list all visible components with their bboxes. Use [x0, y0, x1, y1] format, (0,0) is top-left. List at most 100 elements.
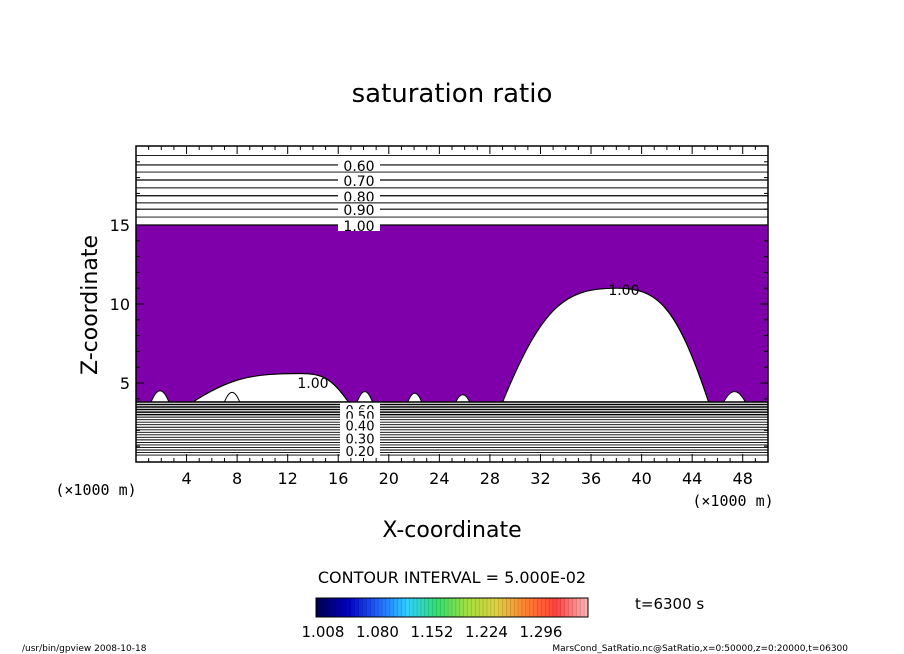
colorbar: 1.008 1.080 1.152 1.224 1.296 — [302, 597, 589, 641]
x-tick-label: 40 — [631, 469, 651, 488]
colorbar-cell — [389, 598, 395, 617]
colorbar-cell — [358, 598, 363, 617]
y-axis-label: Z-coordinate — [78, 235, 103, 375]
x-tick-label: 28 — [480, 469, 500, 488]
colorbar-tick-label: 1.008 — [302, 623, 345, 641]
colorbar-frame — [315, 597, 589, 618]
colorbar-cell — [463, 598, 468, 617]
colorbar-cell — [541, 598, 546, 617]
contour-interval-label: CONTOUR INTERVAL = 5.000E-02 — [318, 568, 586, 587]
x-tick-label: 24 — [429, 469, 449, 488]
colorbar-cell — [350, 598, 356, 617]
colorbar-cell — [529, 598, 534, 617]
contour-label: 0.40 — [346, 420, 375, 435]
colorbar-cell — [537, 598, 542, 617]
colorbar-cell — [378, 598, 383, 617]
colorbar-cell — [370, 598, 375, 617]
x-tick-label: 32 — [530, 469, 550, 488]
colorbar-cell — [327, 598, 332, 617]
colorbar-tick-label: 1.296 — [520, 623, 563, 641]
contour-label-bg — [338, 217, 380, 231]
colorbar-cell — [580, 598, 585, 617]
colorbar-cell — [417, 598, 422, 617]
x-tick-label: 48 — [733, 469, 753, 488]
colorbar-cell — [502, 598, 507, 617]
contour-label-bg — [338, 187, 380, 202]
colorbar-cell — [533, 598, 538, 617]
contour-label-bg — [338, 201, 380, 216]
x-tick-label: 8 — [232, 469, 242, 488]
colorbar-cell — [545, 598, 550, 617]
colorbar-tick-label: 1.224 — [465, 623, 508, 641]
colorbar-cell — [405, 598, 410, 617]
footer-right: MarsCond_SatRatio.nc@SatRatio,x=0:50000,… — [552, 644, 848, 654]
colorbar-cell — [393, 598, 398, 617]
colorbar-cell — [319, 598, 325, 617]
x-axis-unit: (×1000 m) — [692, 492, 773, 510]
colorbar-cell — [413, 598, 418, 617]
colorbar-cell — [420, 598, 426, 617]
colorbar-cell — [564, 598, 569, 617]
colorbar-cell — [521, 598, 527, 617]
colorbar-cell — [323, 598, 328, 617]
colorbar-cell — [366, 598, 371, 617]
colorbar-cell — [331, 598, 336, 617]
colorbar-cell — [471, 598, 476, 617]
colorbar-cell — [479, 598, 484, 617]
colorbar-cell — [525, 598, 531, 617]
contour-label: 1.00 — [343, 219, 374, 235]
colorbar-cell — [494, 598, 499, 617]
colorbar-cell — [514, 598, 519, 617]
colorbar-cell — [459, 598, 464, 617]
contour-label: 0.60 — [343, 159, 374, 175]
colorbar-cell — [374, 598, 379, 617]
colorbar-cell — [362, 598, 367, 617]
colorbar-cell — [436, 598, 441, 617]
colorbar-cell — [549, 598, 554, 617]
colorbar-cell — [444, 598, 449, 617]
contour-label: 0.70 — [343, 174, 374, 190]
footer-left: /usr/bin/gpview 2008-10-18 — [22, 644, 147, 654]
colorbar-cell — [432, 598, 437, 617]
colorbar-cell — [339, 598, 344, 617]
contour-label-bg — [340, 409, 380, 422]
contour-label: 0.90 — [343, 203, 374, 219]
x-tick-label: 36 — [581, 469, 601, 488]
colorbar-cell — [572, 598, 577, 617]
colorbar-cell — [440, 598, 445, 617]
colorbar-cell — [553, 598, 558, 617]
x-tick-label: 4 — [181, 469, 191, 488]
colorbar-cell — [409, 598, 414, 617]
x-tick-label: 12 — [278, 469, 298, 488]
colorbar-cell — [385, 598, 391, 617]
x-axis-label: X-coordinate — [382, 518, 521, 543]
contour-label: 0.20 — [346, 445, 375, 460]
time-label: t=6300 s — [635, 595, 704, 613]
colorbar-cell — [568, 598, 573, 617]
colorbar-cell — [382, 598, 387, 617]
colorbar-cell — [576, 598, 581, 617]
colorbar-cell — [556, 598, 562, 617]
colorbar-tick-label: 1.080 — [356, 623, 399, 641]
region-contour-label: 1.00 — [297, 376, 328, 392]
white-region — [501, 287, 710, 403]
colorbar-cell — [518, 598, 523, 617]
colorbar-cell — [455, 598, 461, 617]
chart-title: saturation ratio — [352, 79, 553, 109]
colorbar-cell — [584, 598, 589, 617]
contour-label-bg — [340, 431, 380, 444]
colorbar-cell — [510, 598, 515, 617]
colorbar-cell — [490, 598, 496, 617]
x-tick-label: 20 — [379, 469, 399, 488]
colorbar-cell — [498, 598, 503, 617]
colorbar-cell — [467, 598, 472, 617]
colorbar-cell — [354, 598, 360, 617]
colorbar-cell — [343, 598, 348, 617]
colorbar-cell — [560, 598, 565, 617]
colorbar-cell — [335, 598, 340, 617]
y-tick-label: 15 — [110, 216, 130, 235]
colorbar-cell — [483, 598, 488, 617]
colorbar-tick-label: 1.152 — [411, 623, 454, 641]
x-tick-label: 16 — [328, 469, 348, 488]
